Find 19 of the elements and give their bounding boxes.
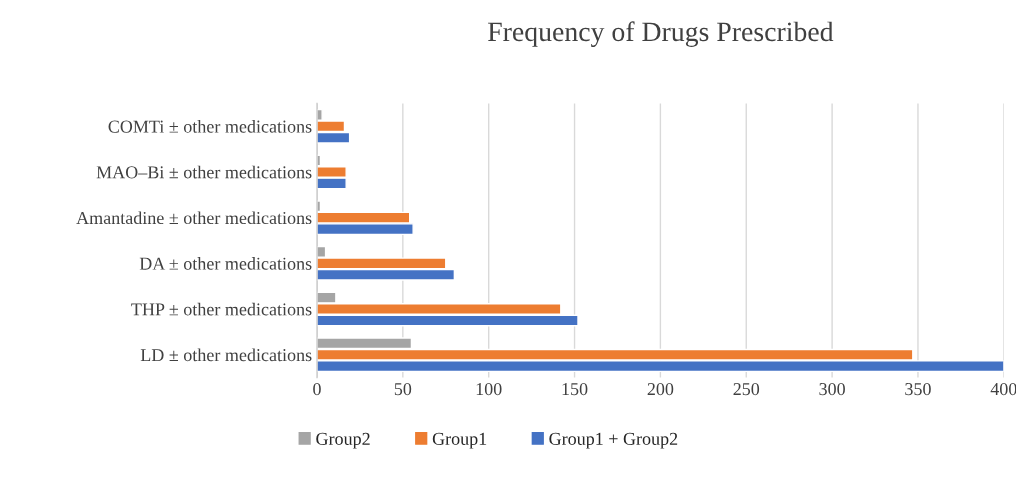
x-tick-label: 200: [647, 382, 674, 396]
chart-title: Frequency of Drugs Prescribed: [488, 21, 834, 47]
y-tick-label: Amantadine ± other medications: [76, 211, 312, 225]
y-tick-label: THP ± other medications: [131, 302, 312, 316]
x-tick-label: 50: [394, 382, 412, 396]
x-tick-label: 400: [990, 382, 1016, 396]
y-tick-label: COMTi ± other medications: [108, 120, 312, 133]
legend-label: Group2: [316, 432, 370, 449]
legend-label: Group1 + Group2: [549, 432, 678, 449]
x-tick-label: 150: [562, 382, 588, 396]
y-tick-label: LD ± other medications: [140, 348, 312, 362]
x-tick-label: 100: [476, 382, 502, 396]
y-tick-label: DA ± other medications: [139, 257, 312, 270]
x-tick-label: 350: [905, 382, 931, 396]
x-tick-label: 250: [733, 382, 760, 396]
x-tick-label: 300: [819, 382, 845, 396]
x-tick-label: 0: [313, 382, 321, 396]
y-tick-label: MAO–Bi ± other medications: [96, 165, 312, 179]
legend-label: Group1: [432, 432, 487, 449]
